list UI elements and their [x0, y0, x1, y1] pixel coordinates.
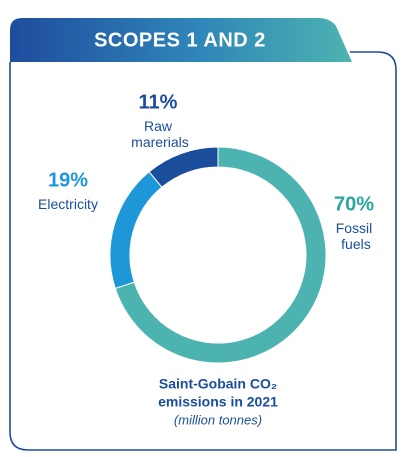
- chart-title: SCOPES 1 AND 2: [94, 29, 266, 51]
- value-label: 19%: [48, 169, 88, 191]
- caption: Saint-Gobain CO₂: [159, 376, 277, 392]
- category-label: Raw marerials: [127, 118, 188, 150]
- donut-segment: [109, 171, 163, 290]
- donut-segment: [148, 146, 219, 188]
- card-border: [9, 51, 397, 451]
- value-label: 11%: [139, 91, 178, 113]
- header-tab: [10, 18, 352, 62]
- category-label: Electricity: [38, 196, 98, 212]
- value-label: 70%: [334, 193, 374, 215]
- subtitle: (million tonnes): [174, 412, 262, 427]
- caption: emissions in 2021: [158, 394, 278, 410]
- donut-segment: [114, 146, 327, 364]
- category-label: Fossil fuels: [336, 220, 373, 252]
